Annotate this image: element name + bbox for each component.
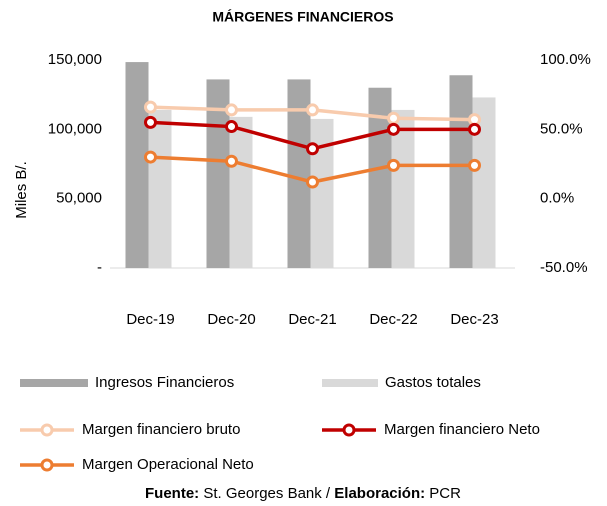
marker [468,122,481,136]
bar [287,79,311,268]
marker [306,103,319,117]
y-tick-label: 50,000 [56,190,102,207]
legend-marker [342,423,356,437]
bar [472,97,496,268]
source-text: St. Georges Bank / [203,485,331,502]
y2-tick-label: 100.0% [540,51,591,68]
elaboration-label: Elaboración: [334,485,425,502]
marker [387,111,400,125]
bar [125,62,149,268]
marker [468,158,481,172]
y2-tick-label: 0.0% [540,190,574,207]
marker [306,175,319,189]
marker [144,100,157,114]
marker [387,158,400,172]
x-tick-label: Dec-23 [450,311,498,328]
chart-title: MÁRGENES FINANCIEROS [212,9,393,25]
legend-label: Margen Operacional Neto [82,456,254,473]
legend-label: Gastos totales [385,374,481,391]
source-label: Fuente: [145,485,199,502]
bar [391,109,415,268]
marker [225,103,238,117]
bar [229,116,253,268]
marker [144,150,157,164]
legend-marker [40,423,54,437]
bar [449,75,473,269]
bar [148,109,172,268]
marker [225,120,238,134]
marker [144,115,157,129]
source: Fuente: St. Georges Bank / Elaboración: … [145,485,461,502]
x-tick-label: Dec-22 [369,311,417,328]
x-tick-label: Dec-20 [207,311,255,328]
legend-marker [40,458,54,472]
y-tick-label: - [97,259,102,276]
y2-tick-label: 50.0% [540,120,583,137]
x-tick-label: Dec-19 [126,311,174,328]
legend-label: Margen financiero bruto [82,421,240,438]
marker [225,154,238,168]
legend-swatch [20,379,88,387]
y2-tick-label: -50.0% [540,259,588,276]
marker [306,142,319,156]
legend-swatch [322,379,378,387]
y-tick-label: 150,000 [48,51,102,68]
y-axis-label: Miles B/. [13,161,30,219]
legend-label: Ingresos Financieros [95,374,234,391]
bar [310,118,334,268]
elaboration-text: PCR [429,485,461,502]
legend-label: Margen financiero Neto [384,421,540,438]
x-tick-label: Dec-21 [288,311,336,328]
y-tick-label: 100,000 [48,120,102,137]
marker [387,122,400,136]
